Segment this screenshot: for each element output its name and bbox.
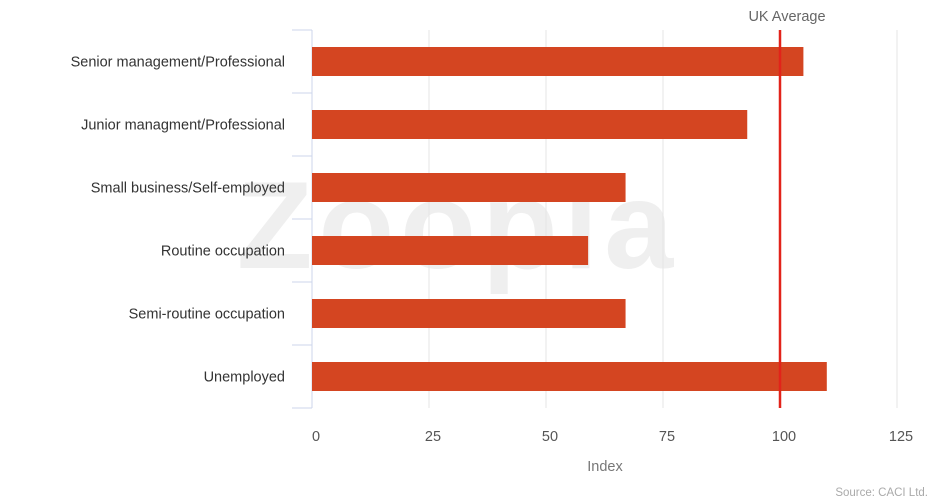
category-label: Senior management/Professional [71, 55, 285, 71]
category-label: Junior managment/Professional [81, 118, 285, 134]
category-label: Semi-routine occupation [129, 307, 285, 323]
x-tick-label: 125 [889, 429, 913, 445]
category-label: Small business/Self-employed [91, 181, 285, 197]
bar [312, 236, 589, 265]
bar [312, 299, 626, 328]
bars [312, 47, 827, 391]
bar [312, 47, 804, 76]
source-note: Source: CACI Ltd. [835, 487, 928, 499]
x-axis-title: Index [587, 459, 623, 475]
bar [312, 362, 827, 391]
x-tick-label: 75 [659, 429, 675, 445]
category-label: Routine occupation [161, 244, 285, 260]
reference-line-group: UK Average [748, 9, 826, 408]
category-labels: Senior management/Professional Junior man… [71, 55, 285, 386]
category-axis [292, 29, 313, 409]
x-tick-label: 0 [312, 429, 320, 445]
reference-line-label: UK Average [748, 9, 825, 25]
x-tick-label: 50 [542, 429, 558, 445]
x-tick-label: 25 [425, 429, 441, 445]
category-label: Unemployed [204, 370, 285, 386]
x-tick-labels: 0 25 50 75 100 125 [312, 429, 913, 445]
bar [312, 173, 626, 202]
bar [312, 110, 748, 139]
x-tick-label: 100 [772, 429, 796, 445]
